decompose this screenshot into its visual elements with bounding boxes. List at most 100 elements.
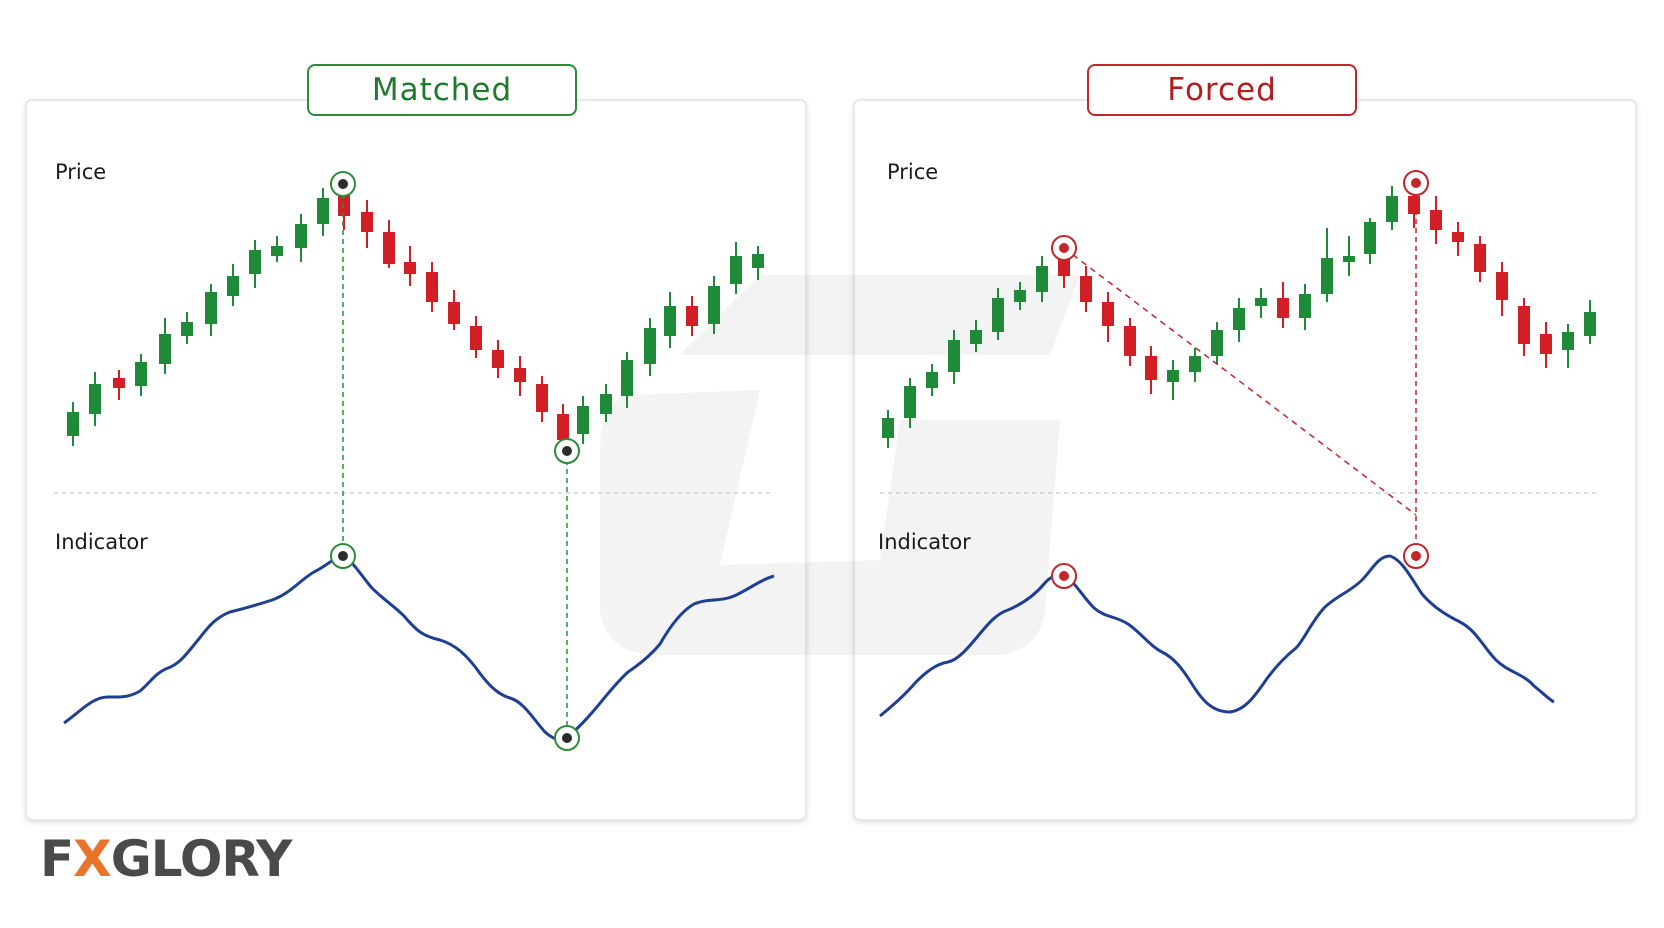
left-candle-body xyxy=(644,328,656,364)
right-candle-31 xyxy=(1540,322,1552,368)
right-candle-body xyxy=(1211,330,1223,356)
right-candle-body xyxy=(1277,298,1289,318)
left-indicator-label: Indicator xyxy=(55,530,148,554)
left-candle-8 xyxy=(227,264,239,306)
right-candle-6 xyxy=(992,288,1004,340)
left-price-trough-marker xyxy=(554,438,580,464)
right-candle-body xyxy=(1452,232,1464,242)
left-candle-body xyxy=(708,286,720,324)
left-candle-24 xyxy=(577,396,589,444)
right-candle-26 xyxy=(1430,196,1442,244)
left-candle-body xyxy=(135,362,147,386)
left-indicator-peak-marker xyxy=(330,543,356,569)
right-candle-23 xyxy=(1364,218,1376,264)
right-candle-body xyxy=(1496,272,1508,300)
right-candle-2 xyxy=(904,378,916,428)
left-indicator-line xyxy=(63,554,775,742)
left-candle-body xyxy=(89,384,101,414)
left-candle-body xyxy=(249,250,261,274)
left-candle-body xyxy=(470,326,482,350)
right-candle-body xyxy=(1124,326,1136,356)
left-candle-20 xyxy=(492,340,504,378)
left-candle-body xyxy=(404,262,416,274)
left-candle-32 xyxy=(752,246,764,280)
left-candle-12 xyxy=(317,188,329,236)
left-candle-body xyxy=(181,322,193,336)
right-candle-body xyxy=(1321,258,1333,294)
right-candle-4 xyxy=(948,330,960,384)
right-candle-body xyxy=(992,298,1004,332)
right-candle-5 xyxy=(970,320,982,352)
right-price-second-peak-marker xyxy=(1403,170,1429,196)
right-indicator-line xyxy=(879,554,1555,718)
right-candle-19 xyxy=(1277,282,1289,328)
left-candle-21 xyxy=(514,356,526,396)
right-candle-body xyxy=(882,418,894,438)
right-candle-10 xyxy=(1080,266,1092,312)
left-candle-7 xyxy=(205,284,217,336)
right-candle-27 xyxy=(1452,222,1464,256)
right-candle-body xyxy=(1584,312,1596,336)
matched-panel-title: Matched xyxy=(307,64,577,116)
left-candle-body xyxy=(686,306,698,326)
right-candle-body xyxy=(1255,298,1267,306)
left-candle-body xyxy=(205,292,217,324)
right-candle-3 xyxy=(926,364,938,396)
left-candle-9 xyxy=(249,240,261,288)
right-candle-30 xyxy=(1518,298,1530,356)
right-candle-body xyxy=(1145,356,1157,380)
right-candle-body xyxy=(926,372,938,388)
right-candle-body xyxy=(1408,196,1420,214)
right-candle-14 xyxy=(1167,360,1179,400)
left-candle-6 xyxy=(181,312,193,344)
right-candle-body xyxy=(1430,210,1442,230)
right-candle-15 xyxy=(1189,348,1201,382)
left-candle-body xyxy=(448,302,460,324)
right-candle-24 xyxy=(1386,186,1398,230)
left-candle-15 xyxy=(383,220,395,268)
left-candle-body xyxy=(67,412,79,436)
right-candle-body xyxy=(1080,276,1092,302)
right-candle-body xyxy=(970,330,982,344)
left-candle-body xyxy=(113,378,125,388)
left-candle-body xyxy=(338,194,350,216)
right-price-label: Price xyxy=(887,160,939,184)
right-candle-11 xyxy=(1102,292,1114,342)
right-candle-body xyxy=(1233,308,1245,330)
right-candle-body xyxy=(1299,294,1311,318)
left-candle-10 xyxy=(271,236,283,262)
right-candle-8 xyxy=(1036,256,1048,302)
logo-accent: X xyxy=(73,830,112,888)
forced-panel-title: Forced xyxy=(1087,64,1357,116)
left-candle-19 xyxy=(470,316,482,358)
right-candle-body xyxy=(1189,356,1201,372)
right-candle-18 xyxy=(1255,288,1267,318)
left-candle-17 xyxy=(426,262,438,312)
left-candle-25 xyxy=(600,384,612,422)
left-candle-14 xyxy=(361,200,373,248)
left-candle-body xyxy=(557,414,569,440)
right-candle-1 xyxy=(882,410,894,448)
left-candle-body xyxy=(317,198,329,224)
right-indicator-first-peak-marker xyxy=(1051,563,1077,589)
right-price-first-peak-marker xyxy=(1051,235,1077,261)
left-price-label: Price xyxy=(55,160,107,184)
left-candle-2 xyxy=(89,372,101,426)
right-candle-body xyxy=(1364,222,1376,254)
left-candle-31 xyxy=(730,242,742,294)
right-candle-17 xyxy=(1233,298,1245,342)
right-candle-22 xyxy=(1343,236,1355,276)
right-candle-29 xyxy=(1496,262,1508,316)
left-candle-11 xyxy=(295,214,307,262)
left-candle-body xyxy=(621,360,633,396)
fxglory-logo: F X GLORY xyxy=(40,830,292,888)
left-candle-body xyxy=(492,350,504,368)
left-candle-body xyxy=(577,406,589,434)
left-candle-5 xyxy=(159,318,171,374)
left-candle-body xyxy=(752,254,764,268)
right-indicator-label: Indicator xyxy=(878,530,971,554)
left-candle-body xyxy=(426,272,438,302)
left-candle-body xyxy=(361,212,373,232)
right-candle-body xyxy=(1167,370,1179,382)
